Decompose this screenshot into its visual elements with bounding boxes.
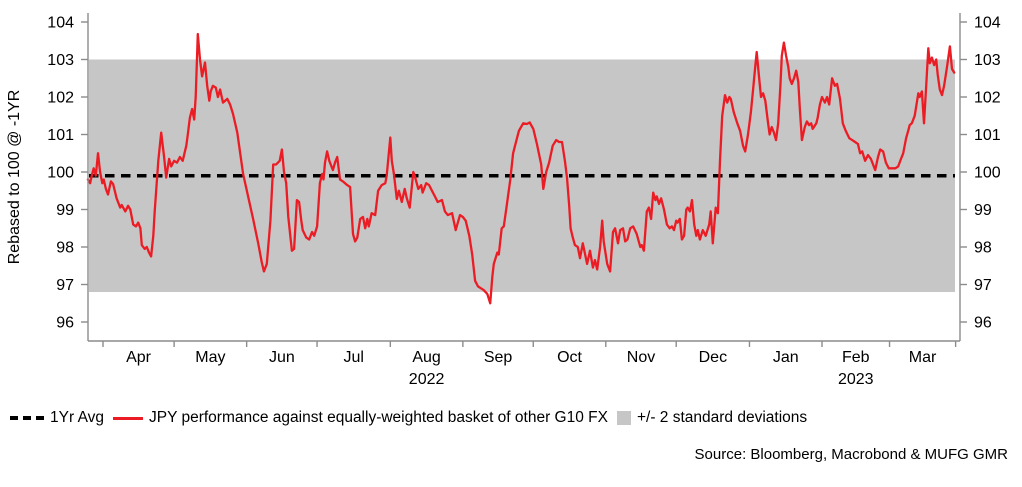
x-tick-label: Mar [909, 349, 937, 366]
y-axis-title: Rebased to 100 @ -1YR [6, 90, 23, 265]
legend-item-avg: 1Yr Avg [10, 409, 104, 427]
y-tick-label-right: 104 [974, 15, 1001, 32]
x-tick-label: Sep [484, 349, 513, 366]
y-tick-label-left: 102 [47, 90, 74, 107]
y-tick-label-right: 103 [974, 52, 1001, 69]
legend-item-jpy: JPY performance against equally-weighted… [113, 409, 608, 427]
y-tick-label-left: 97 [56, 277, 74, 294]
x-tick-label: Jan [773, 349, 799, 366]
std-band-swatch [616, 411, 631, 425]
x-tick-label: Jun [269, 349, 295, 366]
axis-spines [87, 13, 961, 342]
x-tick-label: Apr [126, 349, 152, 366]
jpy-line [86, 32, 956, 305]
legend-item-band: +/- 2 standard deviations [616, 409, 808, 427]
y-tick-label-right: 100 [974, 165, 1001, 182]
y-tick-label-left: 96 [56, 315, 74, 332]
chart-canvas: 96 96 97 97 98 98 99 99 100 100 101 101 102 102 103 103… [6, 13, 1001, 388]
source-credit: Source: Bloomberg, Macrobond & MUFG GMR [694, 446, 1008, 463]
x-tick-label: May [195, 349, 225, 366]
x-tick-label: Nov [627, 349, 655, 366]
x-tick-label: Jul [343, 349, 363, 366]
y-tick-label-right: 98 [974, 240, 992, 257]
y-tick-label-right: 96 [974, 315, 992, 332]
y-tick-label-right: 101 [974, 127, 1001, 144]
y-tick-label-left: 104 [47, 15, 74, 32]
jpy-line-swatch [113, 416, 144, 420]
legend-label-jpy: JPY performance against equally-weighted… [149, 409, 608, 426]
x-tick-label: Aug [412, 349, 440, 366]
legend-label-avg: 1Yr Avg [50, 409, 105, 426]
x-tick-label: Dec [699, 349, 727, 366]
x-tick-label: Oct [557, 349, 582, 366]
y-tick-label-right: 102 [974, 90, 1001, 107]
y-tick-label-left: 98 [56, 240, 74, 257]
legend-label-band: +/- 2 standard deviations [636, 409, 808, 426]
y-tick-label-left: 99 [56, 202, 74, 219]
avg-dashed-line-swatch [10, 416, 44, 420]
y-tick-label-left: 103 [47, 52, 74, 69]
year-label: 2022 [409, 371, 445, 388]
x-tick-label: Feb [842, 349, 870, 366]
y-tick-label-right: 97 [974, 277, 992, 294]
chart-figure: 96 96 97 97 98 98 99 99 100 100 101 101 102 102 103 103… [6, 13, 1008, 463]
y-tick-label-left: 101 [47, 127, 74, 144]
year-label: 2023 [838, 371, 874, 388]
y-tick-label-right: 99 [974, 202, 992, 219]
y-tick-label-left: 100 [47, 165, 74, 182]
legend: 1Yr Avg JPY performance against equally-… [10, 409, 807, 427]
